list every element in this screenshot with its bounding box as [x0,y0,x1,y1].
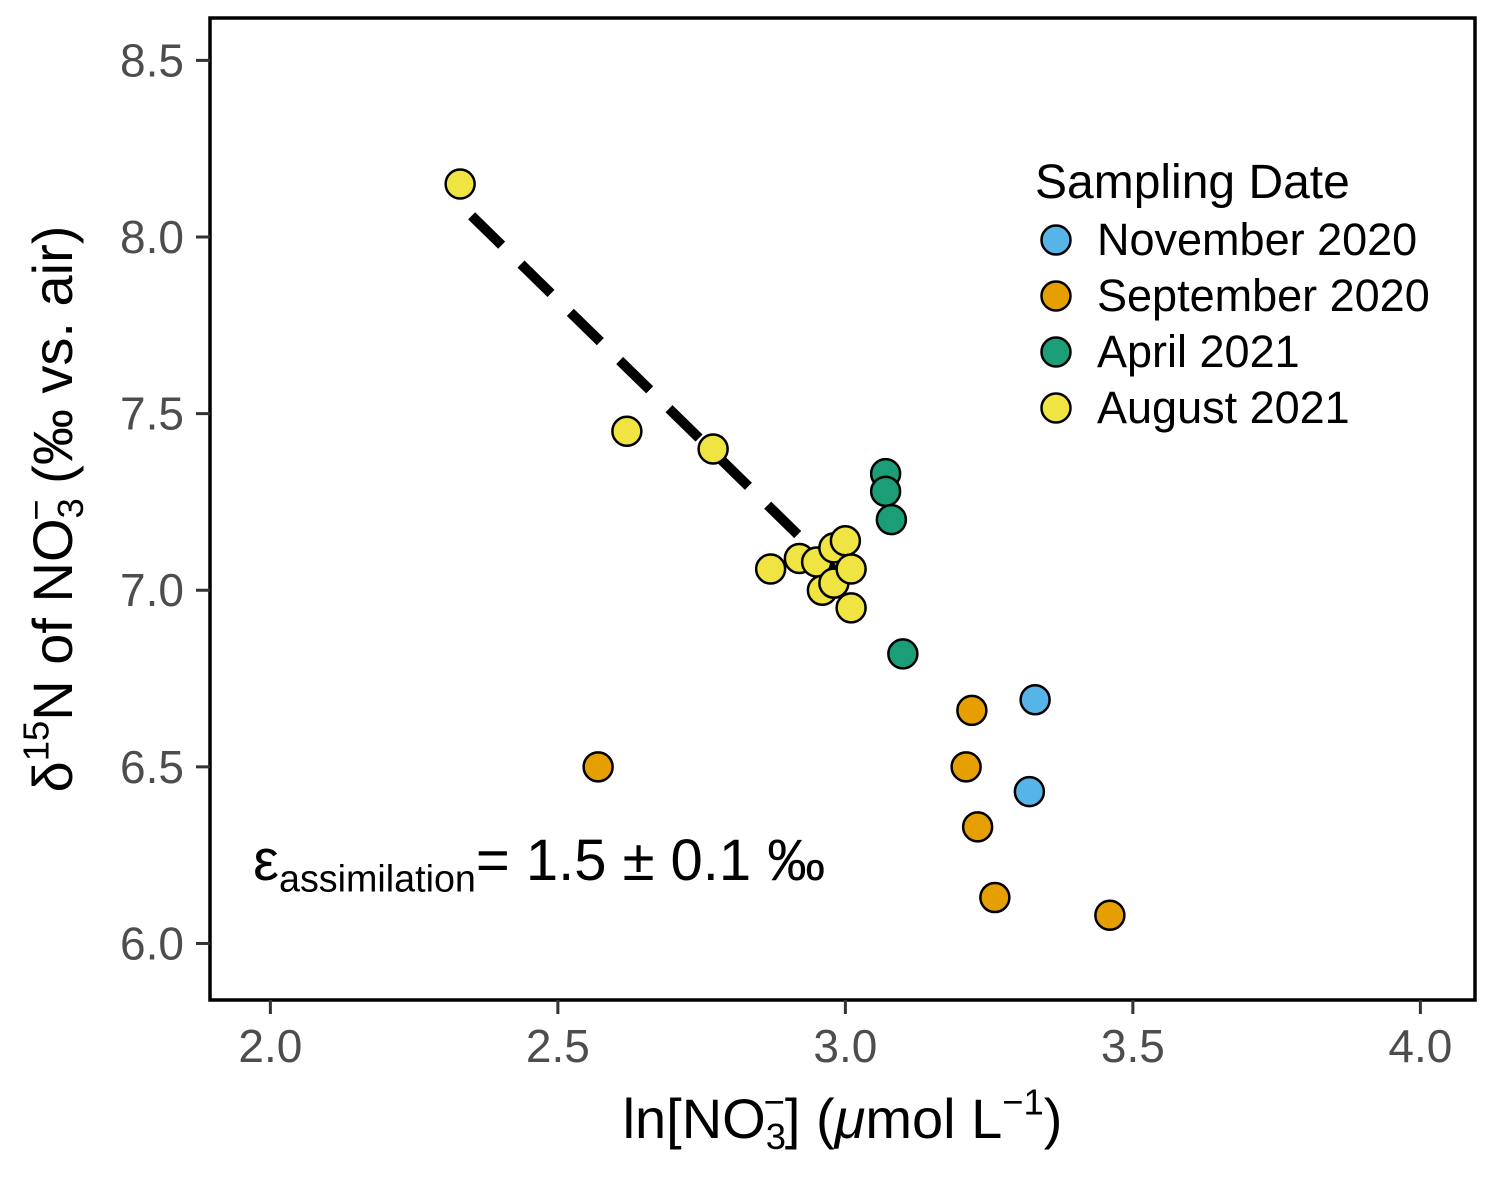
data-point [961,811,994,843]
y-tick-label: 7.5 [120,388,184,440]
legend-label: November 2020 [1097,214,1417,265]
data-point [1019,683,1051,716]
data-point [444,168,476,200]
y-tick-label: 7.0 [120,564,184,616]
y-tick-label: 8.5 [120,34,184,86]
data-point [869,475,902,508]
x-tick-label: 2.0 [238,1020,302,1072]
data-point [887,638,919,670]
legend-title: Sampling Date [1035,156,1350,209]
y-tick-label: 8.0 [120,211,184,263]
data-point [754,553,787,585]
data-point [1013,775,1046,808]
series-september-2020 [582,694,1126,931]
legend-label: August 2021 [1097,382,1350,433]
y-tick-label: 6.0 [120,917,184,969]
legend-marker [1040,392,1072,424]
legend-marker [1040,336,1072,368]
data-point [697,433,729,465]
x-tick-label: 3.5 [1101,1020,1165,1072]
data-points [444,168,1126,931]
y-axis-title: δ15N of NO3− (‰ vs. air) [15,226,91,793]
data-point [950,751,982,783]
data-point [611,415,643,448]
x-tick-label: 4.0 [1388,1020,1452,1072]
legend-label: April 2021 [1097,326,1300,377]
legend-marker [1040,224,1072,256]
data-point [956,694,988,727]
series-november-2020 [1013,683,1051,808]
data-point [979,881,1011,914]
data-point [582,751,614,783]
data-point [875,503,908,536]
data-point [829,525,862,557]
x-tick-label: 3.0 [813,1020,877,1072]
y-axis: 6.0 6.5 7.0 7.5 8.0 8.5 [120,34,210,969]
y-tick-label: 6.5 [120,741,184,793]
series-april-2021 [869,457,919,670]
series-august-2021 [444,168,867,624]
panel-border [208,16,1477,1002]
trend-line [468,212,855,591]
x-axis: 2.0 2.5 3.0 3.5 4.0 [238,1000,1452,1072]
legend-label: September 2020 [1097,270,1430,321]
data-point [1094,899,1126,931]
x-axis-title: ln[NO3−] (μmol L−1) [623,1081,1063,1157]
legend-marker [1040,280,1072,312]
x-tick-label: 2.5 [526,1020,590,1072]
data-point [835,592,867,624]
epsilon-annotation: εassimilation= 1.5 ± 0.1 ‰ [253,828,825,900]
data-point [835,553,867,585]
